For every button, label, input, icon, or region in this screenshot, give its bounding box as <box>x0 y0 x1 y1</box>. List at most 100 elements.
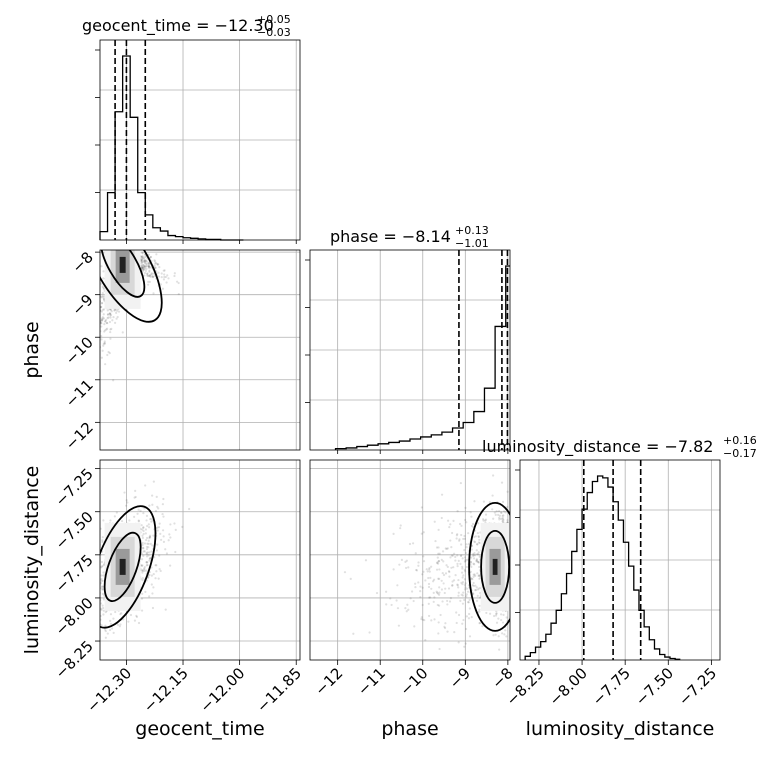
sample-point <box>465 587 469 590</box>
contour-level-1 <box>468 502 510 632</box>
sample-point <box>104 624 107 627</box>
sample-point <box>94 316 96 318</box>
sample-point <box>422 531 425 534</box>
sample-point <box>112 379 115 382</box>
title-luminosity-distance: luminosity_distance = −7.82 <box>482 437 713 457</box>
sample-point <box>102 571 105 574</box>
sample-point <box>90 549 92 551</box>
sample-point <box>151 275 155 279</box>
sample-point <box>481 625 484 628</box>
sample-point <box>104 329 107 332</box>
sample-point <box>501 516 504 520</box>
sample-point <box>465 565 468 569</box>
sample-point <box>440 558 443 561</box>
sample-point <box>392 568 395 571</box>
sample-point <box>465 615 468 618</box>
sample-point <box>435 568 439 571</box>
sample-point <box>103 628 107 631</box>
sample-point <box>147 265 150 268</box>
sample-point <box>478 610 481 613</box>
sample-point <box>93 581 95 583</box>
sample-point <box>492 517 495 520</box>
sample-point <box>438 552 441 555</box>
sample-point <box>464 582 467 585</box>
sample-point <box>163 275 166 279</box>
sample-point <box>102 270 105 273</box>
sample-point <box>458 539 461 542</box>
sample-point <box>442 560 445 563</box>
sample-point <box>492 474 495 477</box>
sample-point <box>452 552 456 555</box>
sample-point <box>461 583 464 586</box>
sample-point <box>145 264 148 267</box>
sample-point <box>94 576 96 578</box>
sample-point <box>417 564 420 567</box>
sample-point <box>92 310 94 312</box>
sample-point <box>145 561 148 564</box>
sample-point <box>502 514 505 517</box>
sample-point <box>94 595 96 597</box>
sample-point <box>156 505 159 508</box>
sample-point <box>97 284 99 286</box>
sample-point <box>449 539 452 542</box>
sample-point <box>100 310 104 313</box>
sample-point <box>140 264 143 267</box>
sample-point <box>133 515 136 518</box>
sample-point <box>143 266 146 269</box>
frame-2d-0 <box>99 249 301 451</box>
sample-point <box>148 280 151 283</box>
sample-point <box>465 543 468 546</box>
sample-point <box>451 531 454 535</box>
sample-point <box>414 552 417 555</box>
sample-point <box>141 592 144 595</box>
sample-point <box>143 568 146 571</box>
sample-point <box>476 588 480 591</box>
sample-point <box>92 554 94 556</box>
sample-point <box>465 593 468 596</box>
sample-point <box>477 551 480 554</box>
contours-2 <box>468 502 510 632</box>
sample-point <box>437 559 441 563</box>
sample-point <box>98 316 100 318</box>
sample-point <box>92 582 94 584</box>
sample-point <box>101 319 104 322</box>
ytick-label-phase-4: −8 <box>68 248 96 276</box>
sample-point <box>478 621 481 625</box>
sample-point <box>489 612 492 615</box>
sample-point <box>472 581 475 585</box>
sample-point <box>149 255 153 259</box>
sample-point <box>493 511 496 514</box>
sample-point <box>438 591 441 594</box>
sample-point <box>470 548 473 551</box>
sample-point <box>108 320 112 324</box>
sample-point <box>100 322 103 325</box>
sample-point <box>108 312 111 315</box>
sample-point <box>427 614 431 618</box>
sample-point <box>421 603 424 607</box>
sample-point <box>109 622 113 625</box>
sample-point <box>425 568 428 571</box>
sample-point <box>467 601 470 604</box>
sample-point <box>461 576 464 579</box>
sample-point <box>427 576 430 580</box>
sample-point <box>502 613 505 616</box>
xtick-label-luminosity_distance-4: −7.25 <box>675 664 720 709</box>
sample-point <box>142 554 145 557</box>
sample-point <box>453 631 456 634</box>
grid-2d-2 <box>310 460 510 660</box>
sample-point <box>497 510 501 513</box>
sample-point <box>101 539 104 542</box>
sample-point <box>92 623 94 625</box>
sample-point <box>143 267 147 270</box>
sample-point <box>454 559 457 562</box>
sample-point <box>143 566 146 569</box>
sample-point <box>447 519 450 522</box>
sample-point <box>437 528 440 531</box>
sample-point <box>141 541 144 545</box>
sample-point <box>482 500 486 503</box>
sample-point <box>93 329 95 331</box>
sample-point <box>389 597 392 600</box>
sample-point <box>102 277 105 280</box>
sample-point <box>143 569 146 573</box>
sample-point <box>134 495 137 499</box>
